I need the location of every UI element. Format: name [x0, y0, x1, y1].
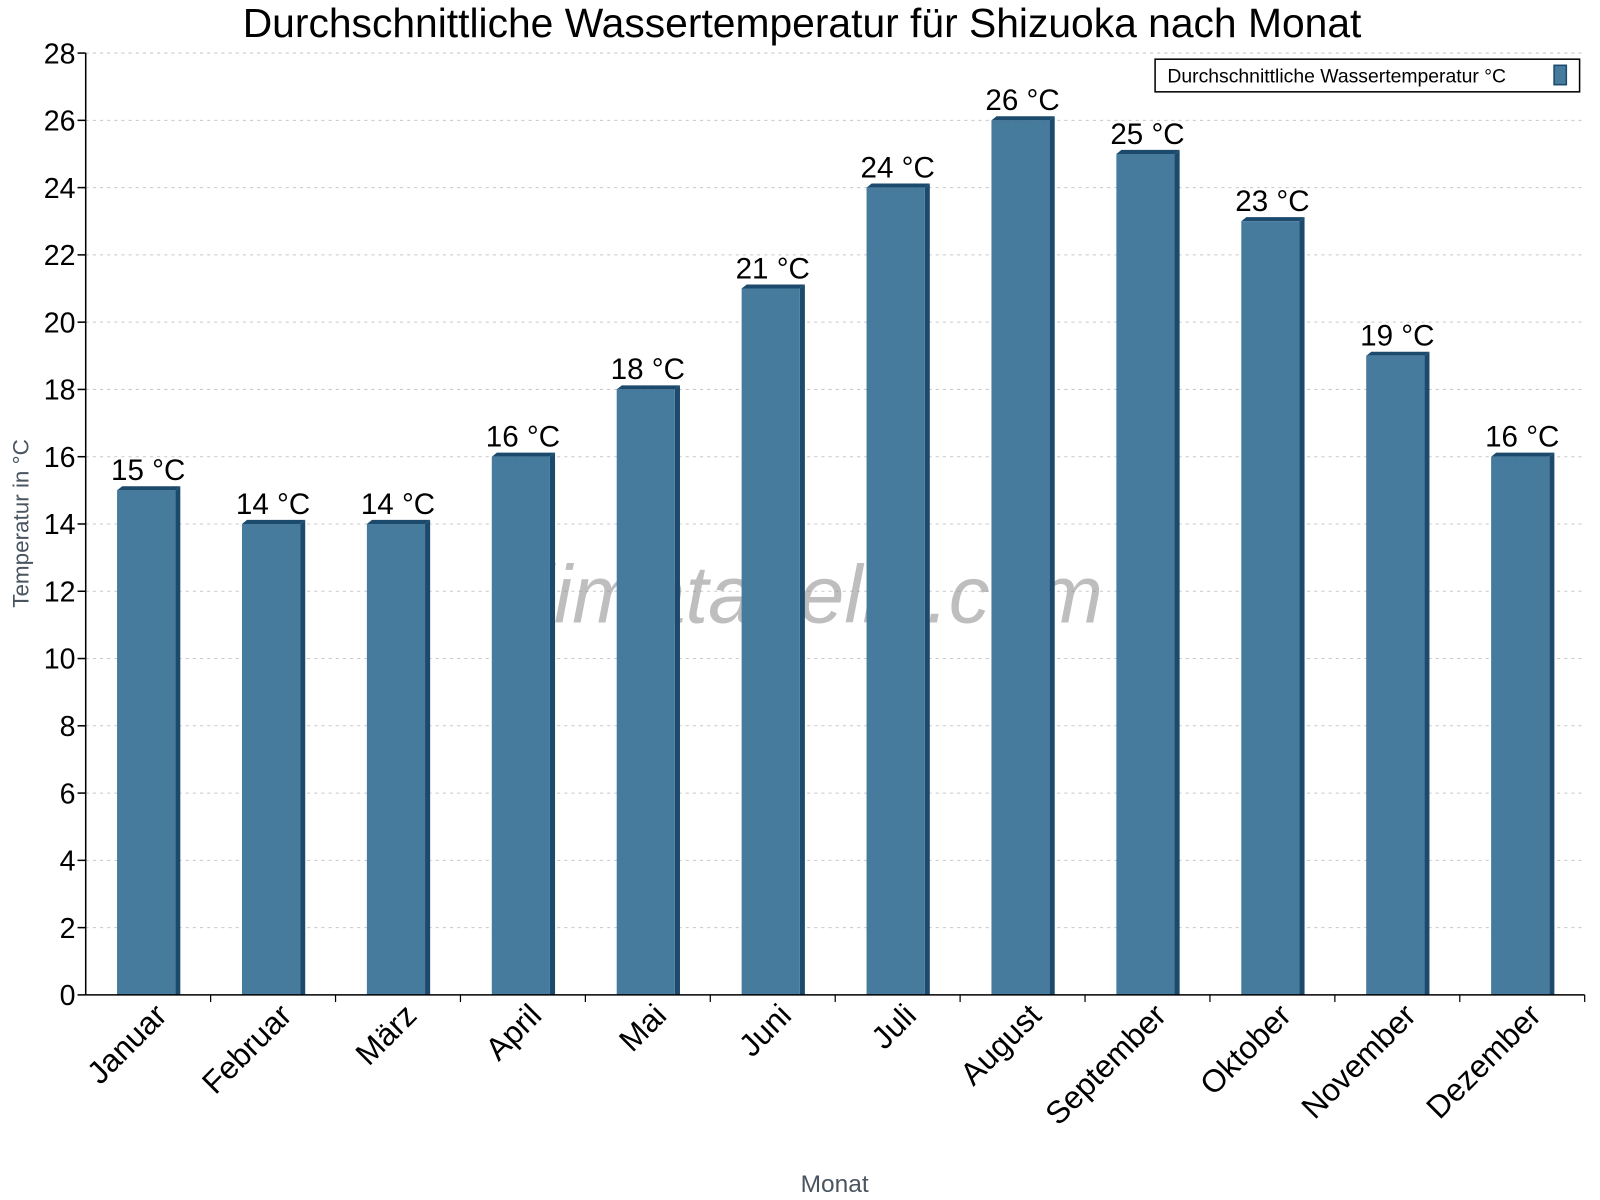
- data-label: 14 °C: [361, 488, 435, 521]
- legend: Durchschnittliche Wassertemperatur °C: [1154, 58, 1581, 93]
- x-tick-label: September: [1038, 997, 1173, 1132]
- data-label: 23 °C: [1235, 185, 1309, 218]
- y-tick-label: 28: [44, 38, 76, 70]
- bar-group: 19 °C: [1360, 320, 1434, 995]
- y-tick-label: 6: [60, 778, 76, 810]
- data-label: 16 °C: [1485, 421, 1559, 454]
- x-tick-label: April: [478, 997, 548, 1067]
- bar-top: [491, 452, 556, 457]
- data-label: 15 °C: [111, 454, 185, 487]
- y-tick-label: 20: [44, 307, 76, 339]
- bar-group: 25 °C: [1110, 118, 1185, 995]
- bar-top: [1116, 149, 1180, 154]
- bar-group: 26 °C: [985, 84, 1060, 995]
- bar-side: [175, 486, 181, 995]
- bar-top: [866, 183, 930, 188]
- bar: [241, 523, 301, 995]
- bar-group: 15 °C: [111, 454, 185, 995]
- bar-side: [1424, 351, 1430, 995]
- bar-side: [1549, 452, 1555, 995]
- y-tick-label: 12: [44, 576, 76, 608]
- bar: [1116, 153, 1175, 995]
- y-tick-label: 4: [60, 846, 76, 878]
- x-tick-label: November: [1294, 997, 1423, 1126]
- bar: [1366, 355, 1425, 995]
- data-label: 21 °C: [736, 252, 810, 285]
- bar: [1241, 221, 1300, 995]
- bar-top: [366, 519, 431, 524]
- x-tick-label: Februar: [195, 997, 299, 1101]
- bar-group: 16 °C: [486, 421, 560, 995]
- data-label: 26 °C: [985, 84, 1059, 117]
- bar-top: [1366, 351, 1430, 356]
- legend-box: [1154, 58, 1581, 93]
- legend-label: Durchschnittliche Wassertemperatur °C: [1167, 66, 1506, 88]
- x-tick-label: August: [953, 997, 1048, 1092]
- y-tick-label: 26: [44, 106, 76, 138]
- bar-top: [616, 385, 680, 390]
- y-tick-label: 18: [44, 375, 76, 407]
- data-label: 14 °C: [236, 488, 310, 521]
- bar-side: [674, 385, 680, 995]
- bar-group: 18 °C: [611, 353, 685, 995]
- legend-swatch: [1553, 64, 1568, 86]
- bar-side: [425, 519, 431, 995]
- y-tick-label: 0: [60, 980, 76, 1012]
- bar: [491, 456, 550, 995]
- x-tick-label: Dezember: [1419, 997, 1548, 1126]
- bar-top: [1241, 217, 1305, 222]
- bar-group: 24 °C: [861, 151, 935, 995]
- bar-group: 23 °C: [1235, 185, 1310, 995]
- x-tick-label: Juni: [732, 997, 798, 1063]
- data-label: 18 °C: [611, 353, 685, 386]
- bar-side: [1174, 149, 1180, 995]
- bar-side: [549, 452, 556, 995]
- bar: [991, 120, 1050, 995]
- y-tick-label: 22: [44, 240, 76, 272]
- bar: [366, 523, 426, 995]
- data-label: 25 °C: [1110, 118, 1184, 151]
- chart-title: Durchschnittliche Wassertemperatur für S…: [243, 0, 1362, 46]
- bar-group: 21 °C: [736, 252, 810, 995]
- data-label: 16 °C: [486, 421, 560, 454]
- y-tick-label: 8: [60, 711, 76, 743]
- bar: [1491, 456, 1550, 995]
- bar-side: [1299, 217, 1305, 995]
- bar-top: [741, 284, 805, 289]
- x-tick-label: Juli: [864, 997, 923, 1056]
- bar: [866, 187, 925, 995]
- bar-top: [1491, 452, 1555, 457]
- bar: [741, 288, 800, 995]
- x-tick-label: März: [348, 997, 423, 1072]
- x-tick-label: Oktober: [1193, 997, 1298, 1102]
- bar-group: 14 °C: [361, 488, 435, 995]
- bar-group: 14 °C: [236, 488, 310, 995]
- x-tick-label: Januar: [80, 997, 174, 1091]
- bar-side: [924, 183, 930, 995]
- x-axis-label: Monat: [801, 1171, 869, 1198]
- bar-group: 16 °C: [1485, 421, 1559, 995]
- bar-top: [991, 116, 1055, 121]
- y-axis-label: Temperatur in °C: [9, 439, 34, 608]
- bar: [117, 490, 176, 995]
- y-tick-label: 14: [44, 509, 76, 541]
- y-tick-label: 2: [60, 913, 76, 945]
- y-tick-label: 16: [44, 442, 76, 474]
- bar: [616, 389, 675, 995]
- data-label: 24 °C: [861, 151, 935, 184]
- y-tick-label: 24: [44, 173, 76, 205]
- data-label: 19 °C: [1360, 320, 1434, 353]
- bar-top: [241, 519, 306, 524]
- bar-side: [300, 519, 306, 995]
- x-tick-label: Mai: [612, 997, 673, 1058]
- y-tick-label: 10: [44, 644, 76, 676]
- bar-side: [1049, 116, 1055, 995]
- bar-top: [117, 486, 181, 491]
- bar-side: [799, 284, 805, 995]
